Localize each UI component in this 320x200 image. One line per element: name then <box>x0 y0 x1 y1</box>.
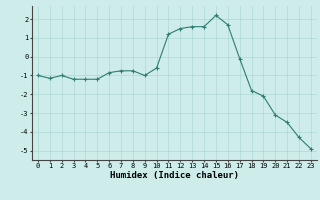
X-axis label: Humidex (Indice chaleur): Humidex (Indice chaleur) <box>110 171 239 180</box>
